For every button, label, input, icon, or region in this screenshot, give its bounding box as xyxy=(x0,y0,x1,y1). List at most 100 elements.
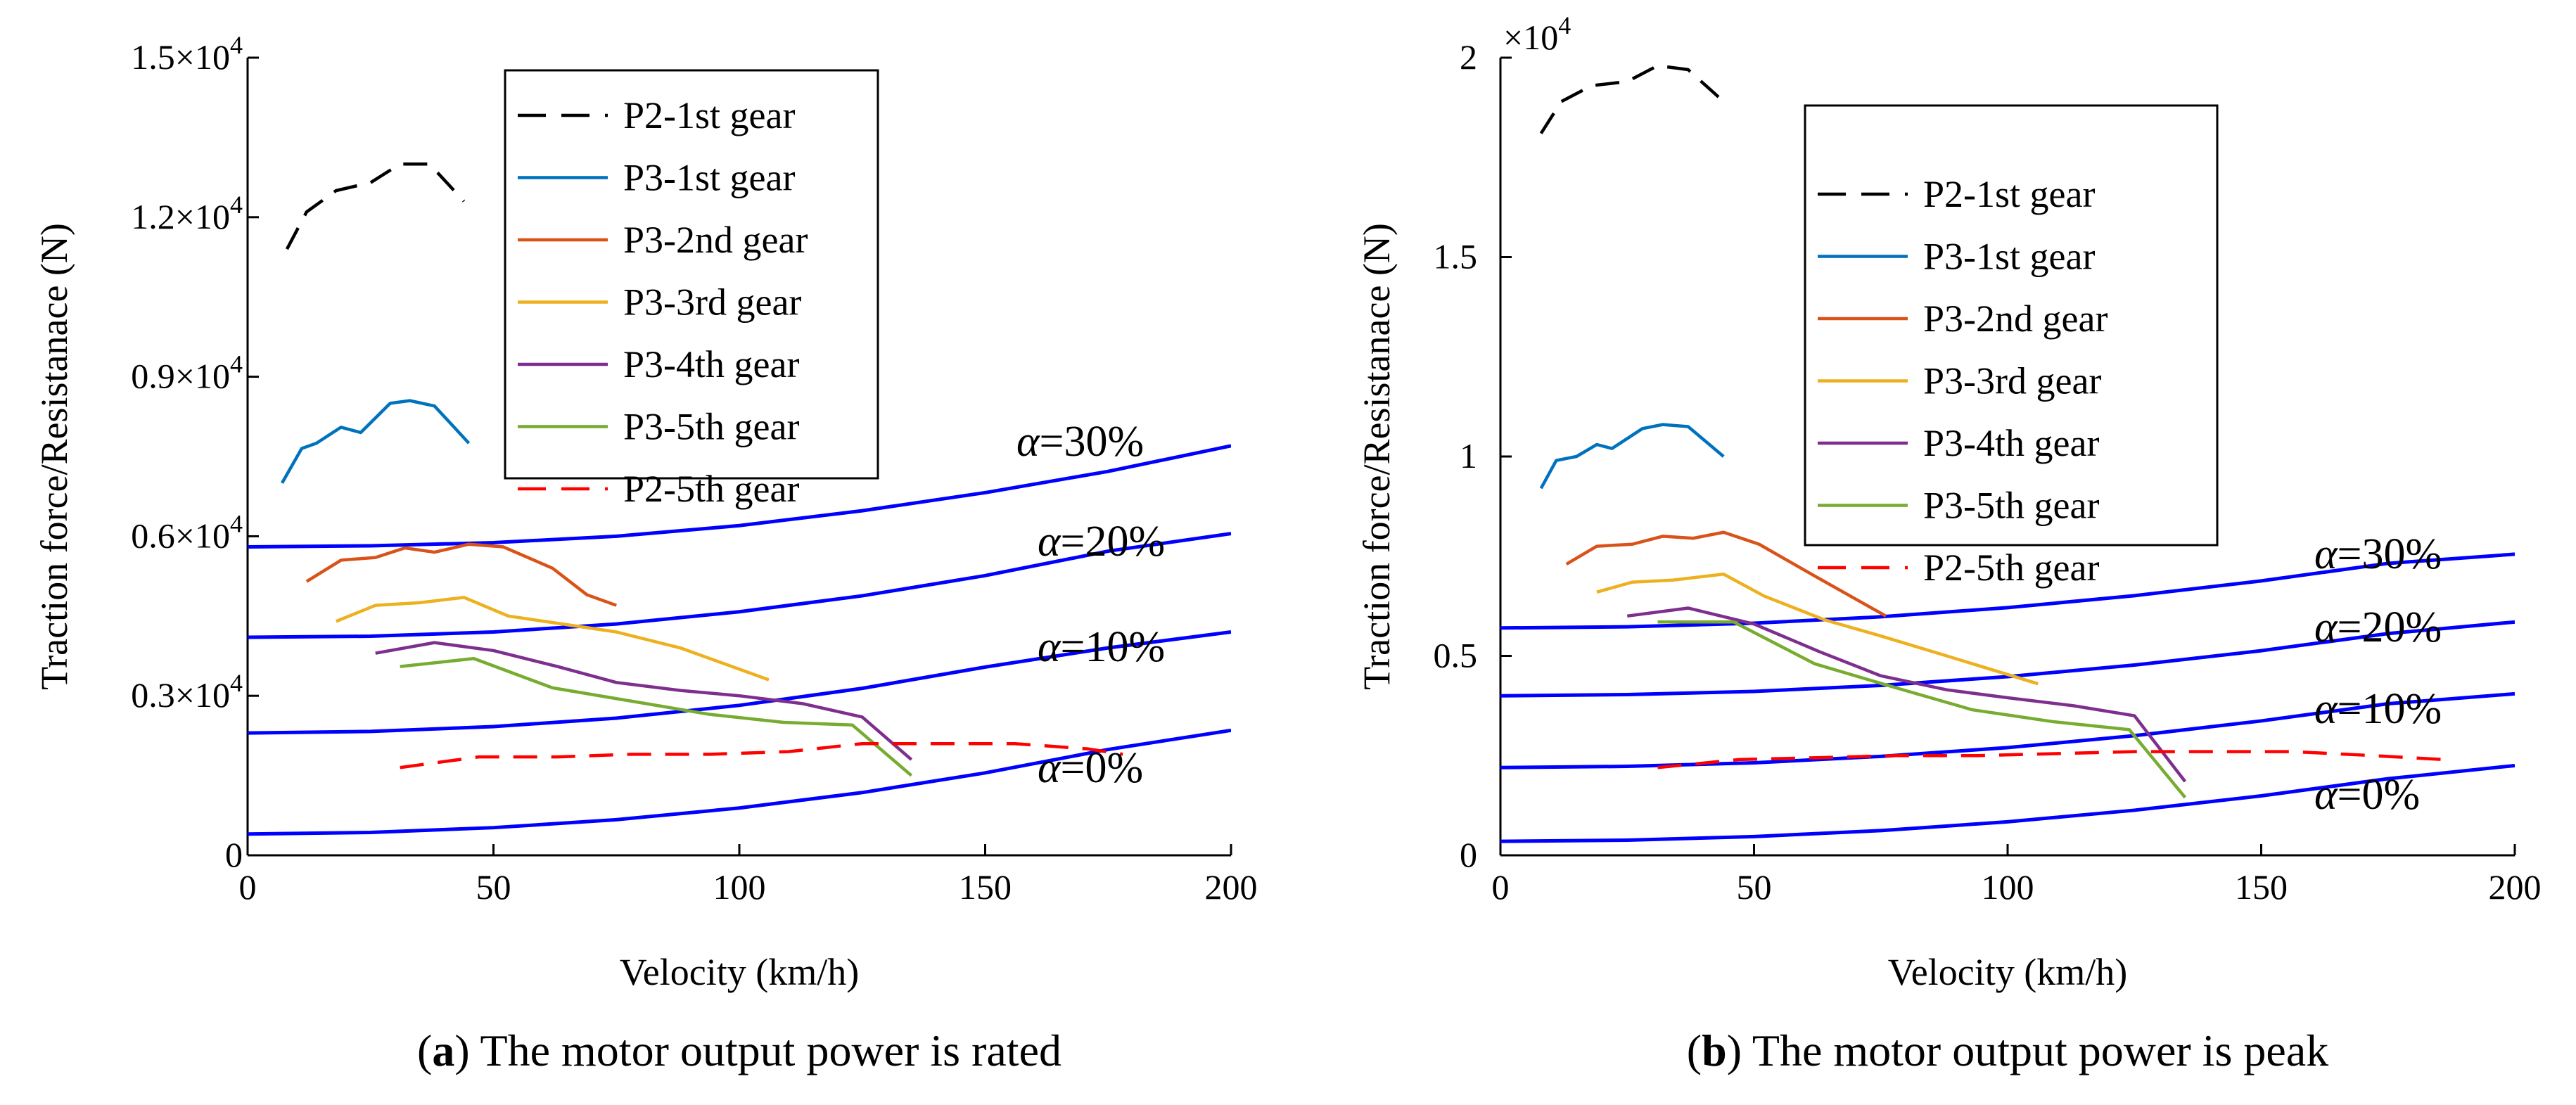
series-line-p3-2nd-gear xyxy=(305,542,618,607)
caption-open-paren: ( xyxy=(417,1026,432,1075)
resistance-curve-3 xyxy=(248,728,1231,836)
y-tick-label-base: 0.5 xyxy=(1434,636,1478,675)
series-line-p2-5th-gear xyxy=(400,741,1123,769)
y-tick-label: 0.5 xyxy=(1434,636,1478,675)
y-tick-label-base: 0.9×10 xyxy=(131,357,230,396)
y-tick-label-base: 0 xyxy=(1460,835,1477,874)
legend: P2-1st gear P3-1st gear P3-2nd gear P3-3rd … xyxy=(1804,104,2219,589)
y-tick-label-base: 1 xyxy=(1460,436,1477,475)
x-tick-label: 100 xyxy=(713,867,766,907)
axis-multiplier-base: ×10 xyxy=(1503,18,1558,57)
caption-text: The motor output power is peak xyxy=(1742,1026,2328,1075)
figure-caption: (b) The motor output power is peak xyxy=(1687,1026,2328,1075)
series-line-p3-3rd-gear xyxy=(1596,573,2039,686)
resistance-label: α=0% xyxy=(1038,744,1143,792)
resistance-curve-1 xyxy=(248,532,1231,639)
series-line-p2-5th-gear xyxy=(1657,750,2444,769)
resistance-label-value: =20% xyxy=(2338,603,2442,651)
figure-caption: (a) The motor output power is rated xyxy=(417,1026,1061,1075)
series-line-p2-1st-gear xyxy=(1539,64,1725,134)
chart-panel-a: 0 50 100 150 20000.3×1040.6×1040.9×1041.2×10… xyxy=(33,31,1258,1075)
series-line-p3-5th-gear xyxy=(400,657,913,777)
y-tick-label: 0.9×104 xyxy=(131,350,243,396)
series-line-p3-5th-gear xyxy=(1657,620,2187,799)
resistance-label-value: =10% xyxy=(1061,623,1166,671)
legend-entry: P3-2nd gear xyxy=(623,219,808,261)
y-tick-label: 1.5 xyxy=(1434,237,1478,276)
resistance-label: α=10% xyxy=(1038,623,1165,671)
series-line-p3-1st-gear xyxy=(1539,423,1725,490)
alpha-symbol: α xyxy=(1038,623,1061,671)
legend-entry: P3-3rd gear xyxy=(623,281,801,324)
x-tick-label: 0 xyxy=(1492,867,1510,907)
series-line-p3-3rd-gear xyxy=(335,596,770,682)
resistance-curve-0 xyxy=(248,444,1231,549)
resistance-curve-2 xyxy=(248,630,1231,735)
y-axis-label: Traction force/Resistanace (N) xyxy=(33,223,75,690)
resistance-curve-3 xyxy=(1500,763,2515,843)
series-line-p3-4th-gear xyxy=(375,641,913,761)
legend-entry: P3-1st gear xyxy=(623,157,795,199)
legend-entry: P3-1st gear xyxy=(1923,236,2095,278)
legend-entry: P2-1st gear xyxy=(623,94,795,136)
resistance-label-value: =10% xyxy=(2338,685,2442,733)
y-tick-label: 0 xyxy=(225,835,243,874)
legend-entry: P3-3rd gear xyxy=(1923,360,2101,402)
caption-text: The motor output power is rated xyxy=(470,1026,1061,1075)
resistance-label: α=30% xyxy=(1016,418,1144,466)
legend-entry: P2-5th gear xyxy=(623,468,799,510)
resistance-label: α=10% xyxy=(2314,685,2442,733)
y-tick-label-exponent: 4 xyxy=(230,350,243,378)
plot-area xyxy=(1500,64,2515,843)
resistance-label: α=20% xyxy=(2314,603,2442,651)
resistance-label: α=30% xyxy=(2314,530,2442,578)
x-axis-label: Velocity (km/h) xyxy=(1888,951,2127,993)
y-tick-label-base: 1.5 xyxy=(1434,237,1478,276)
alpha-symbol: α xyxy=(2314,771,2338,819)
alpha-symbol: α xyxy=(2314,603,2338,651)
caption-close-paren: ) xyxy=(1727,1026,1742,1075)
y-tick-label: 0.3×104 xyxy=(131,669,243,715)
y-tick-label-exponent: 4 xyxy=(230,669,243,697)
legend-entry: P2-5th gear xyxy=(1923,547,2099,589)
y-axis-label: Traction force/Resistanace (N) xyxy=(1356,223,1398,690)
x-tick-label: 50 xyxy=(476,867,511,907)
series-line-p3-4th-gear xyxy=(1626,606,2187,783)
alpha-symbol: α xyxy=(1016,418,1040,466)
legend-entry: P2-1st gear xyxy=(1923,173,2095,215)
axis-multiplier-exponent: 4 xyxy=(1558,11,1571,39)
y-tick-label-base: 0.3×10 xyxy=(131,675,230,715)
y-tick-label-base: 1.2×10 xyxy=(131,197,230,236)
caption-letter: a xyxy=(432,1026,454,1075)
x-tick-label: 200 xyxy=(2489,867,2542,907)
y-tick-label: 1.2×104 xyxy=(131,191,243,236)
series-line-p3-1st-gear xyxy=(280,399,471,484)
resistance-curve-0 xyxy=(1500,552,2515,630)
caption-letter: b xyxy=(1702,1026,1727,1075)
legend-entry: P3-5th gear xyxy=(623,406,799,448)
alpha-symbol: α xyxy=(1038,744,1061,792)
legend-box xyxy=(1804,104,2219,547)
y-tick-label-base: 1.5×10 xyxy=(131,37,230,77)
caption-close-paren: ) xyxy=(454,1026,469,1075)
resistance-label-value: =0% xyxy=(2338,771,2421,819)
resistance-curve-1 xyxy=(1500,620,2515,698)
legend-entry: P3-2nd gear xyxy=(1923,298,2108,340)
x-axis-label: Velocity (km/h) xyxy=(620,951,859,993)
x-tick-label: 150 xyxy=(959,867,1012,907)
axis-multiplier: ×104 xyxy=(1503,11,1571,57)
y-tick-label-base: 2 xyxy=(1460,37,1477,77)
y-tick-label: 1.5×104 xyxy=(131,31,243,77)
alpha-symbol: α xyxy=(1038,518,1061,566)
plot-area xyxy=(248,162,1231,836)
resistance-label-value: =20% xyxy=(1061,518,1166,566)
legend-entry: P3-4th gear xyxy=(623,343,799,385)
y-tick-label: 2 xyxy=(1460,37,1477,77)
x-tick-label: 50 xyxy=(1737,867,1772,907)
legend: P2-1st gear P3-1st gear P3-2nd gear P3-3rd … xyxy=(504,69,879,510)
y-tick-label: 0.6×104 xyxy=(131,509,243,555)
legend-entry: P3-5th gear xyxy=(1923,485,2099,527)
y-tick-label: 1 xyxy=(1460,436,1477,475)
x-tick-label: 150 xyxy=(2235,867,2288,907)
